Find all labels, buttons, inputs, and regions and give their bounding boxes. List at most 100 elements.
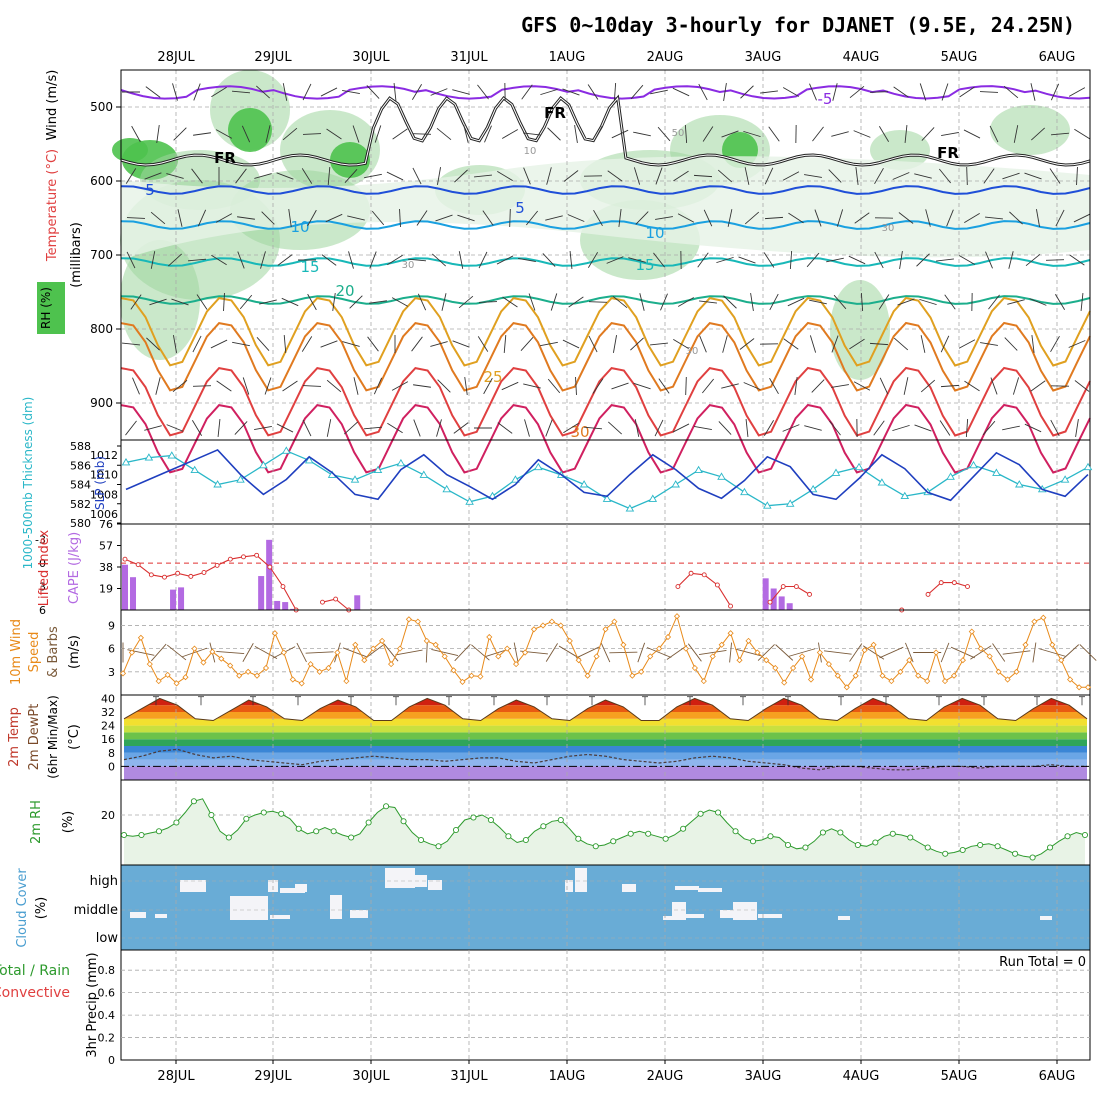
wind-barb	[307, 293, 317, 311]
wind-barb	[940, 642, 950, 663]
wind-barb	[903, 377, 909, 395]
wind-barb	[745, 419, 749, 437]
wind-barb	[985, 216, 1003, 220]
date-label-bottom: 3AUG	[745, 1069, 782, 1084]
wind-barb	[672, 423, 690, 433]
wind-barb	[990, 377, 998, 395]
wind-barb	[215, 213, 233, 223]
wind-barb	[938, 168, 952, 184]
lifted-index-point	[688, 570, 694, 576]
wind-barb	[145, 86, 161, 98]
temp-band	[124, 725, 1087, 733]
date-label-top: 29JUL	[254, 50, 292, 65]
wind-speed-point	[763, 657, 770, 664]
wind-speed-point	[647, 653, 654, 660]
wind-barb	[231, 90, 251, 94]
temp-band	[124, 712, 1087, 719]
lifted-index-point	[925, 591, 931, 597]
temp-band	[124, 746, 1087, 753]
wind-speed-point	[495, 653, 502, 660]
temp-tick-label: 24	[101, 720, 115, 733]
wind-barb	[342, 89, 360, 95]
cape-bar	[778, 596, 785, 610]
wind-barb	[1004, 337, 1018, 351]
wind-barb	[441, 293, 447, 311]
wind-barb	[848, 255, 866, 265]
wind-barb	[593, 125, 603, 143]
wind-barb	[496, 255, 514, 265]
wind-speed-point	[664, 633, 672, 641]
wind-barb	[823, 650, 852, 655]
cloud-axis-label: Cloud Cover	[15, 868, 30, 948]
wind-speed-point	[191, 645, 198, 652]
lifted-index-point	[280, 584, 286, 589]
thickness-point	[282, 446, 291, 454]
precip-tick-label: 0	[108, 1054, 115, 1067]
wind-speed-point	[459, 678, 466, 685]
wind-barb	[646, 647, 672, 658]
wind-barb	[540, 341, 558, 347]
wind-speed-point	[307, 661, 314, 668]
contour-label: 50	[672, 128, 685, 139]
wind-barb	[437, 379, 451, 393]
wind-barb	[353, 377, 359, 395]
wind-speed-point	[745, 637, 752, 644]
wind-barb	[166, 644, 187, 661]
wind-barb	[1030, 380, 1046, 392]
lifted-index-point	[241, 554, 246, 560]
wind-barb	[149, 298, 167, 306]
wind-barb	[302, 385, 322, 387]
wind-barb	[1035, 209, 1041, 227]
rh-point	[627, 830, 634, 837]
date-label-bottom: 31JUL	[450, 1069, 488, 1084]
wind-barb	[611, 382, 629, 390]
thickness-point	[671, 480, 680, 488]
temp-band	[124, 766, 1087, 780]
wind-barb	[650, 89, 668, 95]
wind-speed-point	[629, 672, 636, 679]
wind-tick-label: 6	[108, 643, 115, 656]
wind-barb	[171, 298, 189, 306]
wind-barb	[983, 168, 995, 184]
wind-barb	[363, 426, 383, 430]
wind-barb	[264, 377, 272, 395]
wind-speed-point	[870, 641, 877, 648]
cloud-block	[428, 880, 442, 890]
wind-speed-point	[799, 653, 806, 660]
rh-tick-label: 20	[101, 809, 115, 822]
wind-barb	[545, 215, 563, 221]
wind-barb	[763, 252, 775, 268]
rh-point	[1064, 833, 1071, 840]
wind-barb	[187, 258, 207, 262]
wind-barb	[673, 338, 689, 350]
wind-barb	[458, 295, 474, 309]
wind-barb	[277, 254, 293, 266]
cape-bar	[282, 602, 289, 610]
wind-speed-point	[915, 672, 922, 679]
wind-barb	[211, 86, 227, 98]
wind-speed-point	[182, 674, 189, 681]
wind-barb	[897, 298, 915, 306]
lifted-index-line	[677, 572, 732, 607]
contour-label: FR	[214, 149, 236, 167]
wind-barb	[699, 300, 717, 304]
wind-barb	[545, 419, 553, 437]
rh-point	[138, 831, 145, 839]
wind-speed-point	[602, 626, 609, 633]
wind-barb	[941, 83, 949, 101]
wind-barb	[1076, 166, 1078, 186]
wind-barb	[1050, 419, 1060, 437]
cloud-block	[180, 880, 206, 892]
wind-barb	[630, 84, 644, 100]
wind-barb	[941, 131, 959, 137]
date-label-bottom: 1AUG	[549, 1069, 586, 1084]
isotherm-line	[120, 220, 1091, 230]
wind-speed-point	[852, 672, 859, 679]
wind-barb	[412, 133, 432, 135]
wind-barb	[744, 211, 760, 225]
contour-label: 25	[483, 368, 502, 386]
lifted-index-point	[227, 556, 233, 562]
cape-bar	[258, 576, 265, 610]
wind-barb	[320, 87, 338, 97]
wind-barb	[156, 125, 160, 143]
